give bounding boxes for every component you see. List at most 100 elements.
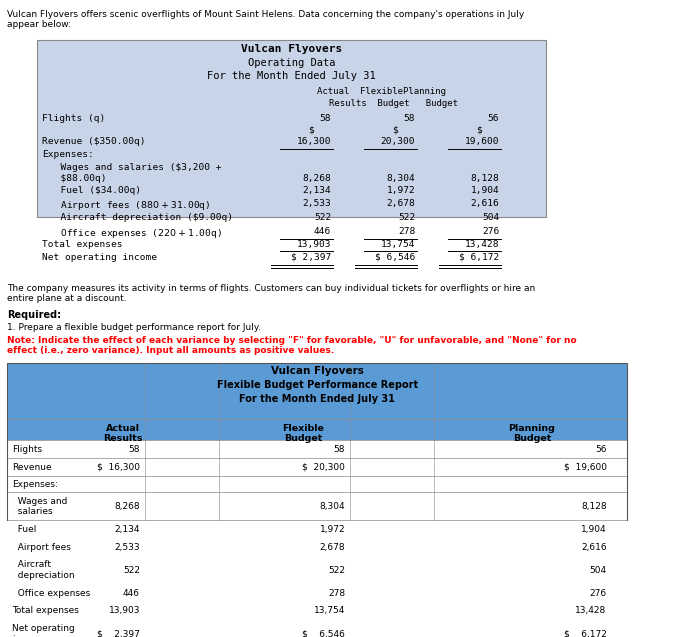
- Text: $  16,300: $ 16,300: [97, 462, 140, 471]
- Text: Airport fees: Airport fees: [12, 543, 71, 552]
- Text: $ 6,546: $ 6,546: [375, 253, 415, 262]
- FancyBboxPatch shape: [8, 602, 627, 620]
- Text: Expenses:: Expenses:: [42, 150, 94, 159]
- Text: 16,300: 16,300: [297, 138, 331, 147]
- Text: 56: 56: [595, 445, 607, 454]
- Text: 2,616: 2,616: [471, 199, 499, 208]
- Text: 8,128: 8,128: [471, 174, 499, 183]
- Text: $88.00q): $88.00q): [49, 174, 106, 183]
- Text: 20,300: 20,300: [381, 138, 415, 147]
- Text: Revenue: Revenue: [12, 462, 52, 471]
- Text: $ 6,172: $ 6,172: [459, 253, 499, 262]
- Text: 13,754: 13,754: [314, 606, 345, 615]
- Text: Wages and
  salaries: Wages and salaries: [12, 497, 68, 516]
- Text: Office expenses: Office expenses: [12, 589, 90, 598]
- Text: 58: 58: [129, 445, 140, 454]
- FancyBboxPatch shape: [8, 520, 627, 538]
- Text: 276: 276: [482, 227, 499, 236]
- Text: 278: 278: [328, 589, 345, 598]
- Text: 1,904: 1,904: [471, 185, 499, 194]
- Text: 278: 278: [398, 227, 415, 236]
- Text: Flights (q): Flights (q): [42, 113, 105, 123]
- Text: Aircraft depreciation ($9.00q): Aircraft depreciation ($9.00q): [49, 213, 233, 222]
- Text: Actual  FlexiblePlanning: Actual FlexiblePlanning: [317, 87, 446, 96]
- Text: Flights: Flights: [12, 445, 42, 454]
- Text: $  20,300: $ 20,300: [302, 462, 345, 471]
- Text: 446: 446: [123, 589, 140, 598]
- Text: Results  Budget   Budget: Results Budget Budget: [330, 99, 458, 108]
- Text: $ 2,397: $ 2,397: [291, 253, 331, 262]
- FancyBboxPatch shape: [8, 620, 627, 637]
- Text: 504: 504: [482, 213, 499, 222]
- Text: 8,268: 8,268: [114, 502, 140, 511]
- Text: For the Month Ended July 31: For the Month Ended July 31: [207, 71, 376, 81]
- Text: 2,678: 2,678: [386, 199, 415, 208]
- Text: 13,903: 13,903: [109, 606, 140, 615]
- Text: 8,304: 8,304: [386, 174, 415, 183]
- Text: Planning
Budget: Planning Budget: [508, 424, 555, 443]
- Text: Total expenses: Total expenses: [12, 606, 79, 615]
- Text: Office expenses ($220 + $1.00q): Office expenses ($220 + $1.00q): [49, 227, 222, 240]
- Text: 2,533: 2,533: [114, 543, 140, 552]
- Text: 58: 58: [319, 113, 331, 123]
- Text: Vulcan Flyovers offers scenic overflights of Mount Saint Helens. Data concerning: Vulcan Flyovers offers scenic overflight…: [8, 10, 525, 29]
- Text: 2,134: 2,134: [114, 525, 140, 534]
- Text: 13,754: 13,754: [381, 240, 415, 248]
- Text: $    2,397: $ 2,397: [97, 629, 140, 637]
- Text: 522: 522: [314, 213, 331, 222]
- Text: 446: 446: [314, 227, 331, 236]
- Text: Wages and salaries ($3,200 +: Wages and salaries ($3,200 +: [49, 162, 221, 172]
- Text: 522: 522: [328, 566, 345, 575]
- Text: 1,972: 1,972: [386, 185, 415, 194]
- Text: $: $: [476, 126, 482, 135]
- Text: 1,904: 1,904: [581, 525, 607, 534]
- FancyBboxPatch shape: [38, 40, 546, 217]
- FancyBboxPatch shape: [8, 419, 627, 440]
- FancyBboxPatch shape: [8, 363, 627, 419]
- Text: Vulcan Flyovers: Vulcan Flyovers: [271, 366, 364, 376]
- Text: 58: 58: [404, 113, 415, 123]
- Text: 2,616: 2,616: [581, 543, 607, 552]
- Text: 13,903: 13,903: [297, 240, 331, 248]
- Text: 522: 522: [123, 566, 140, 575]
- FancyBboxPatch shape: [8, 440, 627, 458]
- Text: 8,268: 8,268: [302, 174, 331, 183]
- Text: 2,134: 2,134: [302, 185, 331, 194]
- Text: 56: 56: [488, 113, 499, 123]
- Text: $    6,172: $ 6,172: [564, 629, 607, 637]
- Text: Fuel: Fuel: [12, 525, 36, 534]
- FancyBboxPatch shape: [8, 584, 627, 602]
- Text: 13,428: 13,428: [575, 606, 607, 615]
- Text: $: $: [392, 126, 397, 135]
- Text: Aircraft
  depreciation: Aircraft depreciation: [12, 561, 75, 580]
- Text: The company measures its activity in terms of flights. Customers can buy individ: The company measures its activity in ter…: [8, 283, 536, 303]
- FancyBboxPatch shape: [8, 538, 627, 556]
- Text: $  19,600: $ 19,600: [564, 462, 607, 471]
- Text: Vulcan Flyovers: Vulcan Flyovers: [241, 44, 342, 54]
- Text: Net operating income: Net operating income: [42, 253, 157, 262]
- Text: 13,428: 13,428: [464, 240, 499, 248]
- Text: Required:: Required:: [8, 310, 62, 320]
- Text: 8,304: 8,304: [319, 502, 345, 511]
- Text: Expenses:: Expenses:: [12, 480, 58, 489]
- Text: $: $: [308, 126, 314, 135]
- Text: Note: Indicate the effect of each variance by selecting "F" for favorable, "U" f: Note: Indicate the effect of each varian…: [8, 336, 577, 355]
- Text: Net operating
income: Net operating income: [12, 624, 75, 637]
- Text: 19,600: 19,600: [464, 138, 499, 147]
- Text: Revenue ($350.00q): Revenue ($350.00q): [42, 138, 146, 147]
- FancyBboxPatch shape: [8, 458, 627, 476]
- Text: Operating Data: Operating Data: [248, 58, 335, 68]
- Text: 2,533: 2,533: [302, 199, 331, 208]
- FancyBboxPatch shape: [8, 556, 627, 584]
- Text: Flexible Budget Performance Report: Flexible Budget Performance Report: [217, 380, 418, 390]
- Text: Airport fees ($880 + $31.00q): Airport fees ($880 + $31.00q): [49, 199, 210, 213]
- Text: 504: 504: [590, 566, 607, 575]
- Text: $    6,546: $ 6,546: [302, 629, 345, 637]
- Text: Actual
Results: Actual Results: [103, 424, 142, 443]
- Text: 522: 522: [398, 213, 415, 222]
- FancyBboxPatch shape: [8, 476, 627, 492]
- Text: Flexible
Budget: Flexible Budget: [282, 424, 324, 443]
- Text: 8,128: 8,128: [581, 502, 607, 511]
- Text: 2,678: 2,678: [319, 543, 345, 552]
- FancyBboxPatch shape: [8, 492, 627, 520]
